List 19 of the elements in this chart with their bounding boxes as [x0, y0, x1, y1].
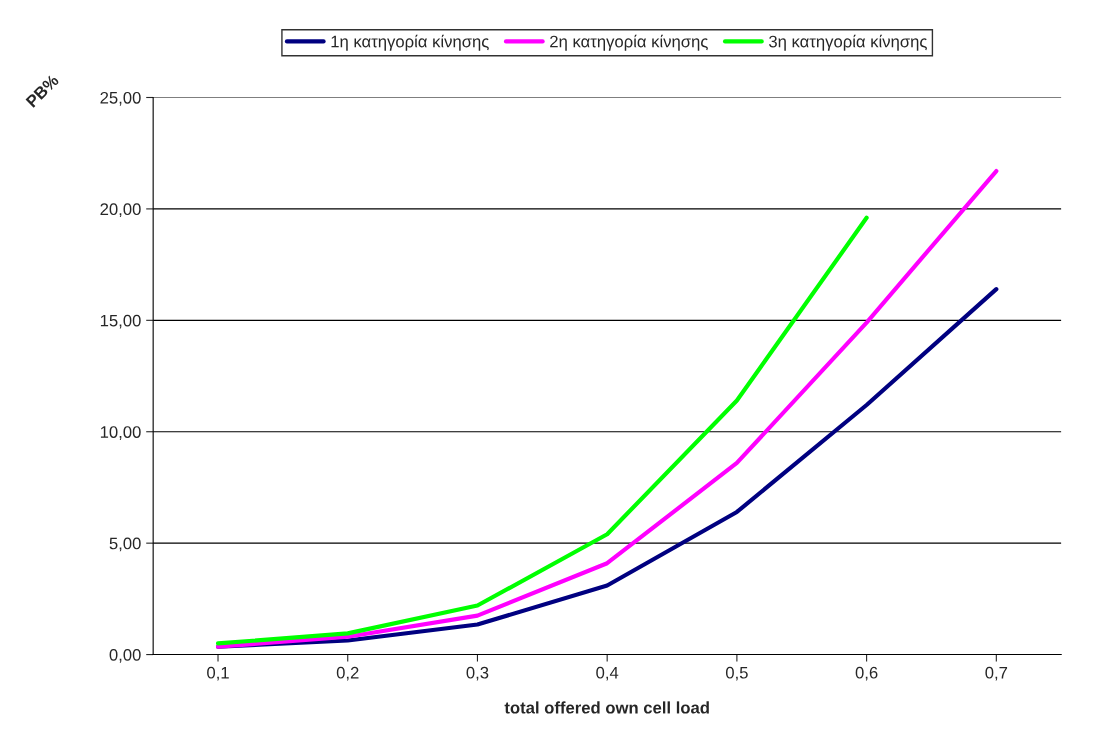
legend-label: 1η κατηγορία κίνησης — [331, 34, 489, 51]
y-tick-label: 20,00 — [100, 203, 141, 218]
legend-label: 2η κατηγορία κίνησης — [550, 34, 708, 51]
y-tick-label: 5,00 — [109, 537, 141, 552]
y-tick-label: 25,00 — [100, 91, 141, 106]
x-tick-label: 0,6 — [855, 666, 878, 681]
x-tick-label: 0,3 — [466, 666, 489, 681]
x-tick-label: 0,1 — [207, 666, 229, 681]
legend-label: 3η κατηγορία κίνησης — [769, 34, 927, 51]
x-axis-title: total offered own cell load — [504, 701, 709, 714]
line-series — [215, 168, 999, 649]
y-tick-label: 15,00 — [100, 314, 141, 329]
y-tick-label: 10,00 — [100, 426, 141, 440]
x-tick-label: 0,2 — [336, 666, 359, 681]
x-tick-label: 0,7 — [985, 666, 1008, 681]
line-series — [215, 215, 869, 646]
x-tick-label: 0,4 — [596, 666, 619, 681]
y-tick-label: 0,00 — [109, 648, 141, 663]
x-tick-label: 0,5 — [725, 666, 748, 681]
